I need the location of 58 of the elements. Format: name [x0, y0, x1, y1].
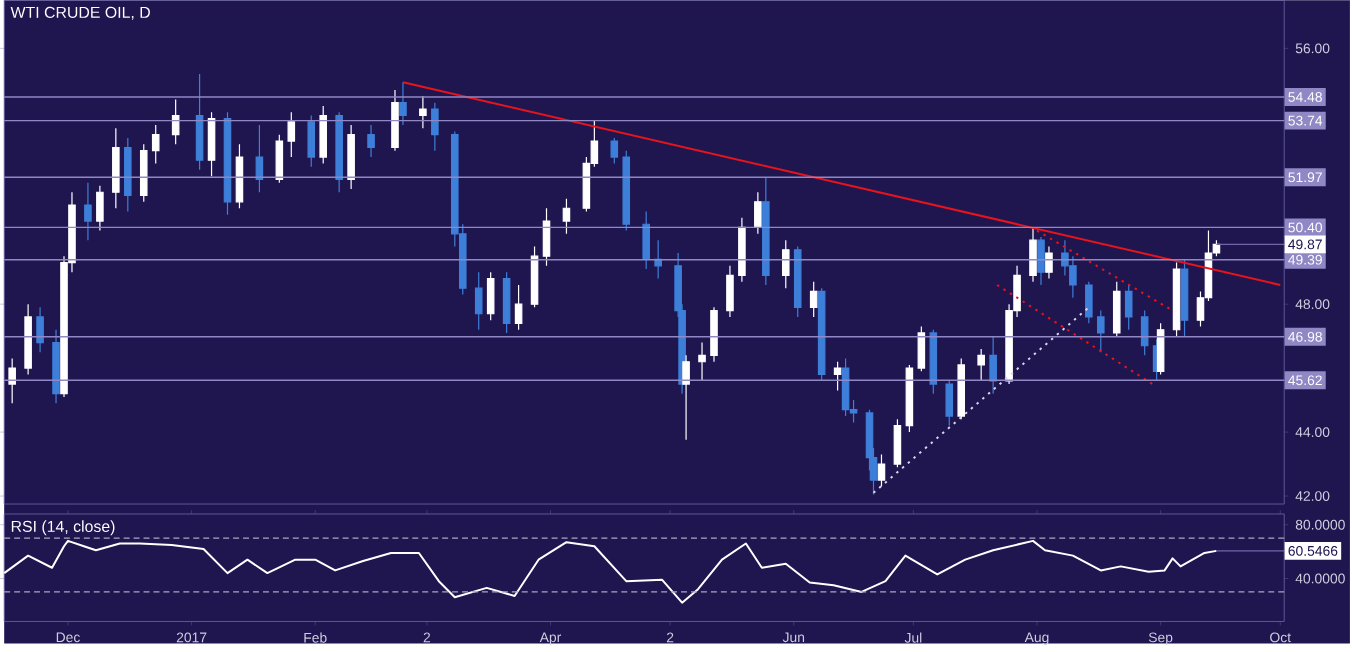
candlestick — [781, 239, 790, 289]
candlestick — [929, 329, 938, 395]
candlestick — [977, 348, 985, 382]
candlestick — [642, 210, 650, 270]
candlestick — [287, 111, 296, 158]
candlestick — [738, 217, 746, 283]
candlestick — [486, 271, 495, 321]
candlestick — [1029, 226, 1037, 283]
candlestick — [474, 271, 483, 331]
candlestick — [124, 137, 132, 213]
candlestick — [945, 380, 954, 427]
candlestick — [419, 95, 427, 130]
candlestick — [52, 329, 60, 405]
line-series — [3, 540, 1218, 604]
candlestick — [367, 124, 375, 158]
candlestick — [171, 99, 180, 146]
candlestick — [710, 306, 718, 363]
candlestick — [622, 150, 631, 232]
candlestick — [793, 246, 802, 318]
candlestick — [319, 105, 327, 165]
candlestick — [335, 111, 343, 194]
candlestick — [762, 176, 770, 286]
candlestick — [698, 342, 706, 382]
candlestick — [809, 281, 818, 318]
candlestick — [514, 284, 523, 331]
candlestick — [307, 115, 316, 168]
candlestick — [610, 137, 619, 165]
candlestick — [24, 303, 32, 376]
candlestick — [399, 81, 407, 126]
candlestick — [151, 124, 160, 165]
candlestick — [1085, 281, 1093, 325]
candlestick — [654, 239, 662, 280]
candlestick — [726, 265, 734, 318]
candlestick — [1112, 281, 1121, 337]
candlestick — [347, 124, 355, 190]
candlestick — [833, 361, 842, 392]
candlestick — [562, 198, 571, 235]
candlestick — [112, 127, 120, 209]
candlestick — [754, 191, 762, 235]
candlestick — [877, 454, 886, 488]
candlestick — [1124, 284, 1133, 331]
candlestick — [391, 89, 399, 152]
candlestick — [989, 335, 997, 395]
candlestick — [36, 306, 44, 353]
candlestick — [96, 185, 104, 232]
candlestick — [139, 143, 148, 203]
candlestick — [682, 354, 690, 441]
candlestick — [84, 182, 92, 241]
candlestick — [957, 358, 966, 421]
candlestick — [255, 124, 264, 194]
candlestick — [8, 358, 16, 405]
candlestick — [1045, 246, 1053, 280]
candlestick — [817, 287, 826, 382]
candlestick — [1037, 236, 1045, 286]
candlestick — [195, 73, 204, 171]
candlestick — [431, 102, 439, 152]
candlestick — [1097, 310, 1105, 353]
candlestick — [275, 134, 284, 184]
